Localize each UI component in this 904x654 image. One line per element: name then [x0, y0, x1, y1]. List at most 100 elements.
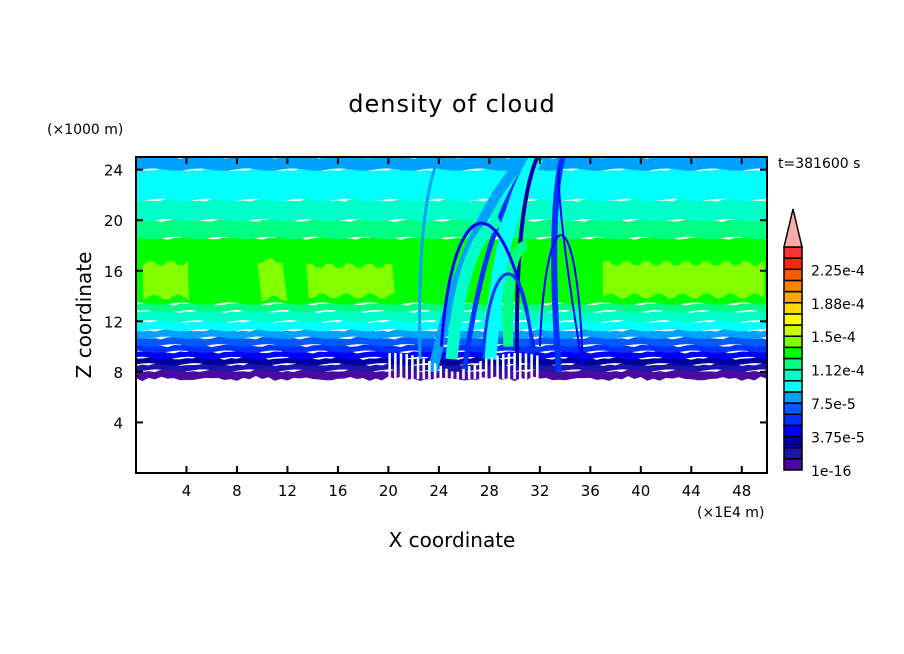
- colorbar-swatch: [783, 279, 803, 293]
- cloud-base-gap: [394, 352, 397, 380]
- x-tick-label: 32: [530, 482, 549, 500]
- y-tick-label: 24: [104, 162, 123, 180]
- colorbar-label: 1.5e-4: [811, 330, 856, 346]
- contour-patch: [306, 263, 395, 300]
- y-tick-label: 16: [104, 263, 123, 281]
- colorbar-label: 2.25e-4: [811, 263, 865, 279]
- x-tick-label: 24: [429, 482, 448, 500]
- colorbar-swatch: [783, 413, 803, 427]
- colorbar-label: 7.5e-5: [811, 397, 856, 413]
- time-label: t=381600 s: [778, 156, 860, 172]
- plot-frame: [135, 156, 768, 474]
- density-field: [136, 157, 767, 382]
- x-tick-label: 36: [581, 482, 600, 500]
- cloud-base-gap: [399, 353, 403, 380]
- cloud-base-gap: [450, 371, 454, 380]
- colorbar-swatch: [783, 368, 803, 382]
- y-tick-label: 20: [104, 212, 123, 230]
- cloud-base-gap: [496, 355, 499, 380]
- plume-contour: [502, 240, 529, 347]
- plume-contour: [514, 157, 540, 366]
- cloud-base-gap: [467, 366, 471, 380]
- y-axis-label: Z coordinate: [72, 252, 96, 379]
- y-unit-label: (×1000 m): [47, 122, 123, 138]
- colorbar-label: 1e-16: [811, 464, 851, 480]
- cloud-base-gap: [490, 356, 494, 380]
- colorbar-swatch: [783, 424, 803, 438]
- cloud-base-gap: [513, 352, 516, 380]
- colorbar-swatch: [783, 257, 803, 271]
- contour-band: [136, 356, 767, 366]
- colorbar: 1e-16 3.75e-5 7.5e-5 1.12e-4 1.5e-4 1.88e-4 2.…: [783, 208, 865, 480]
- chart-title: density of cloud: [348, 90, 555, 118]
- colorbar-swatch: [783, 458, 803, 471]
- x-tick-label: 16: [328, 482, 347, 500]
- colorbar-swatch: [783, 290, 803, 304]
- colorbar-overflow-triangle: [783, 208, 803, 248]
- contour-band: [136, 198, 767, 222]
- cloud-base-gap: [501, 354, 505, 380]
- cloud-base-gap: [456, 371, 460, 380]
- cloud-base-gap: [445, 368, 448, 380]
- colorbar-swatch: [783, 357, 803, 371]
- y-tick-label: 8: [113, 364, 123, 382]
- x-tick-label: 20: [379, 482, 398, 500]
- cloud-base-gap: [422, 358, 425, 380]
- plume-contour: [481, 272, 534, 360]
- colorbar-swatch: [783, 302, 803, 315]
- x-axis-label: X coordinate: [389, 528, 516, 552]
- x-tick-label: 12: [278, 482, 297, 500]
- cloud-base-gap: [428, 360, 431, 380]
- cloud-base-gap: [416, 356, 420, 380]
- x-tick-label: 48: [732, 482, 751, 500]
- x-tick-label: 28: [480, 482, 499, 500]
- x-tick-label: 4: [182, 482, 192, 500]
- y-tick-label: 4: [113, 414, 123, 432]
- colorbar-label: 3.75e-5: [811, 431, 865, 447]
- cloud-base-gap: [536, 355, 539, 380]
- cloud-base-gap: [484, 358, 488, 380]
- contour-patch: [142, 260, 190, 301]
- contour-band: [136, 362, 767, 372]
- colorbar-swatch: [783, 446, 803, 460]
- cloud-base-gap: [411, 355, 414, 380]
- colorbar-swatch: [783, 380, 803, 393]
- plume-contour: [538, 234, 584, 366]
- cloud-base-gap: [433, 363, 437, 380]
- colorbar-swatch: [783, 246, 803, 259]
- x-tick-label: 40: [631, 482, 650, 500]
- cloud-base-gap: [405, 354, 408, 380]
- cloud-base-gap: [519, 352, 522, 380]
- colorbar-label: 1.88e-4: [811, 297, 865, 313]
- colorbar-swatch: [783, 313, 803, 326]
- cloud-base-gap: [530, 354, 533, 380]
- colorbar-label: 1.12e-4: [811, 364, 865, 380]
- cloud-base-gap: [462, 368, 465, 380]
- cloud-base-gap: [473, 363, 477, 380]
- colorbar-swatch: [783, 391, 803, 404]
- cloud-base-gap: [524, 353, 528, 380]
- y-tick-label: 12: [104, 313, 123, 331]
- contour-patch: [602, 260, 765, 300]
- plume-contour: [482, 157, 544, 360]
- x-tick-label: 8: [232, 482, 242, 500]
- contour-band: [136, 168, 767, 202]
- colorbar-swatch: [783, 324, 803, 337]
- plume-contour: [418, 157, 441, 360]
- x-tick-label: 44: [682, 482, 701, 500]
- colorbar-swatch: [783, 268, 803, 282]
- colorbar-swatch: [783, 402, 803, 416]
- x-unit-label: (×1E4 m): [697, 505, 764, 521]
- cloud-base-gap: [479, 361, 482, 380]
- cloud-base-gap: [388, 352, 391, 380]
- contour-patch: [257, 258, 288, 302]
- plume-contour: [557, 169, 583, 360]
- colorbar-swatch: [783, 346, 803, 360]
- contour-band: [136, 218, 767, 240]
- cloud-base-gap: [439, 365, 443, 380]
- contour-band: [136, 157, 767, 171]
- colorbar-swatch: [783, 435, 803, 449]
- cloud-base-gap: [507, 353, 511, 380]
